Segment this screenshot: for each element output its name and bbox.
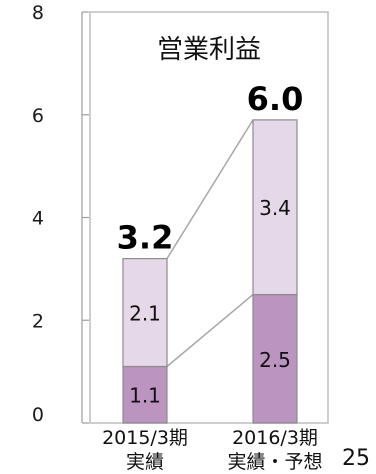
category-label-1-line-1: 実績・予想 [227, 451, 322, 473]
y-axis: 0 2 4 6 8 [32, 2, 89, 426]
y-tick-label-3: 6 [32, 105, 44, 127]
category-label-0-line-0: 2015/3期 [102, 427, 188, 449]
total-labels: 3.2 6.0 [117, 80, 304, 257]
bar-0-segment-1 [122, 258, 168, 368]
total-label-0: 3.2 [117, 219, 174, 257]
segment-label-1-0: 2.5 [259, 348, 291, 372]
y-tick-label-1: 2 [32, 310, 44, 332]
connector-line-1 [166, 119, 254, 259]
chart-title: 営業利益 [157, 35, 261, 65]
connector-lines [166, 119, 254, 368]
segment-label-0-1: 2.1 [129, 302, 161, 326]
bars [122, 119, 298, 424]
category-label-1-line-0: 2016/3期 [232, 427, 318, 449]
bar-1-segment-1 [252, 119, 298, 296]
segment-label-1-1: 3.4 [259, 196, 291, 220]
total-label-1: 6.0 [247, 80, 304, 118]
y-tick-label-4: 8 [32, 2, 44, 24]
page-number: 25 [342, 446, 370, 471]
connector-line-0 [166, 293, 254, 368]
segment-label-0-0: 1.1 [129, 384, 161, 408]
plot-frame [89, 11, 329, 424]
bar-1-segment-0 [252, 293, 298, 424]
segment-labels: 1.1 2.1 2.5 3.4 [129, 196, 291, 408]
y-tick-label-2: 4 [32, 208, 44, 230]
y-tick-label-0: 0 [32, 404, 44, 426]
category-label-0-line-1: 実績 [126, 451, 164, 473]
